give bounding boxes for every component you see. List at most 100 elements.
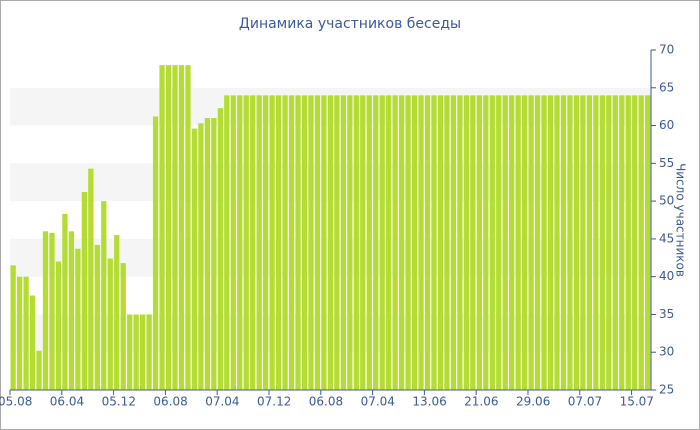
y-tick-label: 30 [659, 345, 674, 359]
bar [81, 192, 87, 390]
bar [541, 95, 547, 390]
x-tick-label: 06.04 [50, 395, 84, 409]
bar [178, 65, 185, 390]
x-tick-label: 15.07 [620, 395, 654, 409]
bar [392, 95, 398, 390]
x-tick-label: 29.06 [516, 395, 550, 409]
bar [632, 95, 638, 390]
x-tick-label: 05.08 [0, 395, 32, 409]
x-tick-label: 06.08 [153, 395, 187, 409]
bar [68, 231, 75, 390]
bar [528, 95, 534, 390]
bar [612, 95, 618, 390]
bar [263, 95, 269, 390]
y-axis-label: Число участников [674, 163, 688, 277]
bar [243, 95, 249, 390]
bar [619, 95, 625, 390]
y-tick-label: 50 [659, 194, 674, 208]
bar [204, 118, 211, 390]
bar [49, 232, 55, 390]
bar [55, 261, 62, 390]
y-tick-label: 55 [659, 156, 674, 170]
bar [139, 314, 146, 390]
bar [353, 95, 359, 390]
bar [282, 95, 288, 390]
bar [256, 95, 262, 390]
bar [567, 95, 573, 390]
y-tick-label: 35 [659, 307, 674, 321]
bar [152, 116, 159, 390]
bar [62, 213, 68, 390]
bar [16, 276, 23, 390]
x-tick-label: 13.06 [412, 395, 446, 409]
bar [638, 95, 644, 390]
bar [476, 95, 482, 390]
x-tick-label: 07.04 [205, 395, 239, 409]
bar [94, 244, 100, 390]
bar [23, 276, 29, 390]
bar [573, 95, 580, 390]
y-tick-label: 65 [659, 80, 674, 94]
bar [295, 95, 301, 390]
bar [101, 201, 107, 390]
bar [198, 123, 204, 391]
bar [405, 95, 411, 390]
bar [340, 95, 346, 390]
bar [211, 118, 217, 390]
bar [424, 95, 431, 390]
bar [502, 95, 508, 390]
bar [457, 95, 463, 390]
bar [554, 95, 560, 390]
bar [308, 95, 314, 390]
bar [146, 314, 152, 390]
bar [431, 95, 437, 390]
bar [36, 350, 42, 390]
x-tick-label: 07.12 [257, 395, 291, 409]
bar [334, 95, 340, 390]
bar [580, 95, 586, 390]
bar [191, 128, 198, 391]
x-tick-label: 07.07 [568, 395, 602, 409]
bar [172, 65, 178, 390]
bar [437, 95, 444, 390]
y-tick-label: 45 [659, 231, 674, 245]
x-tick-label: 07.04 [361, 395, 395, 409]
bar [586, 95, 593, 390]
bar [463, 95, 470, 390]
bar [398, 95, 405, 390]
bar [301, 95, 308, 390]
bar [418, 95, 424, 390]
bar [42, 231, 49, 390]
bar [515, 95, 521, 390]
bar [107, 258, 113, 390]
bar [496, 95, 502, 390]
bar [114, 235, 120, 390]
bar [509, 95, 515, 390]
bar [599, 95, 605, 390]
y-tick-label: 40 [659, 269, 674, 283]
bar [288, 95, 295, 390]
bar [230, 95, 236, 390]
bar [386, 95, 392, 390]
x-tick-label: 06.08 [309, 395, 343, 409]
bar [29, 295, 36, 390]
bar [88, 168, 94, 390]
bar [75, 248, 81, 390]
bar [360, 95, 366, 390]
bar [534, 95, 541, 390]
bar [159, 65, 165, 390]
bar [444, 95, 450, 390]
bar [275, 95, 282, 390]
bar [625, 95, 631, 390]
bar [645, 95, 651, 390]
bar [547, 95, 554, 390]
bar [522, 95, 528, 390]
bar [411, 95, 418, 390]
bar [120, 263, 126, 390]
bar [185, 65, 191, 390]
bar [269, 95, 275, 390]
bar [347, 95, 353, 390]
bar [224, 95, 230, 390]
chart-title: Динамика участников беседы [239, 16, 461, 32]
